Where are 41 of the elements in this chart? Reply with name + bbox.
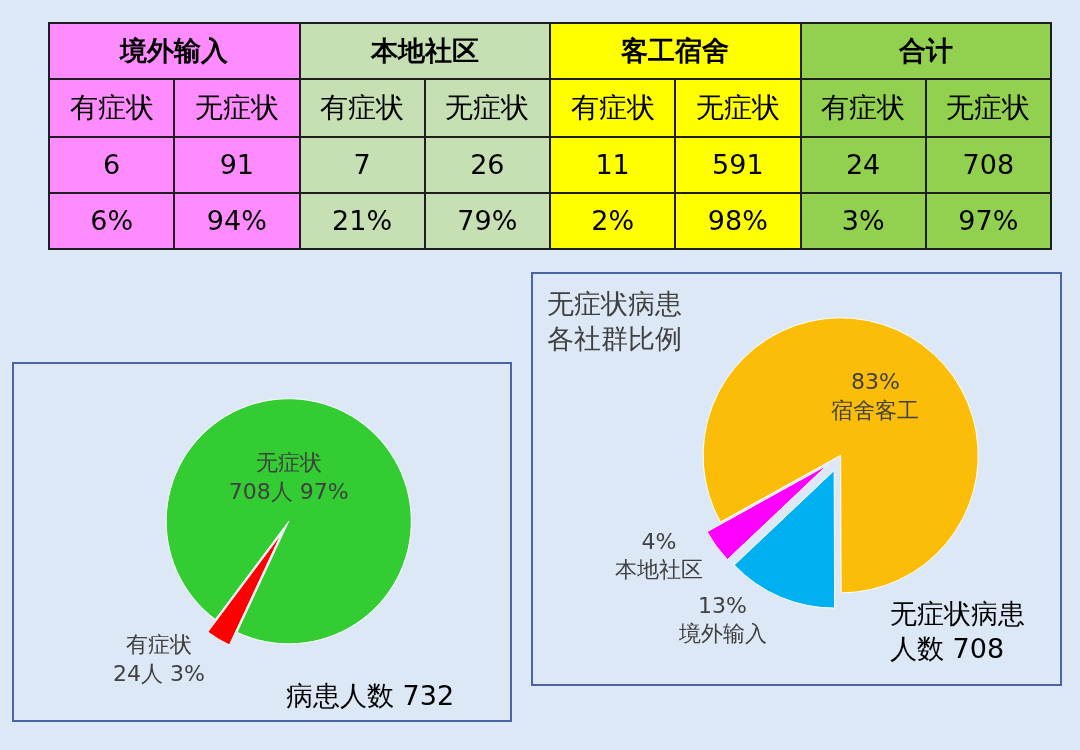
- slice-label: 本地社区: [614, 557, 703, 583]
- data-label: 2%: [550, 192, 676, 249]
- x-tick-label: 无症状: [675, 79, 801, 137]
- slice-label: 宿舍客工: [831, 397, 920, 423]
- text: 合计: [800, 23, 1051, 79]
- x-tick-label: 无症状: [925, 79, 1051, 137]
- x-tick-label: 有症状: [49, 79, 175, 137]
- data-label: 11: [550, 136, 676, 193]
- text: 客工宿舍: [550, 23, 801, 79]
- data-label: 3%: [800, 192, 926, 249]
- data-label: 591: [675, 136, 801, 193]
- text: 本地社区: [299, 23, 550, 79]
- chart-title: 无症状病患各社群比例: [547, 287, 683, 357]
- data-label: 6: [49, 136, 175, 193]
- data-label: 708人 97%: [228, 478, 349, 504]
- slice-label: 无症状: [255, 449, 322, 475]
- text: 境外输入: [49, 23, 300, 79]
- data-label: 7: [299, 136, 425, 193]
- x-tick-label: 有症状: [299, 79, 425, 137]
- data-label: 24: [800, 136, 926, 193]
- slice-label: 境外输入: [677, 621, 767, 647]
- x-tick-label: 无症状: [424, 79, 550, 137]
- data-label: 83%: [851, 369, 900, 395]
- data-label: 79%: [424, 192, 550, 249]
- data-label: 21%: [299, 192, 425, 249]
- data-label: 26: [424, 136, 550, 193]
- data-label: 97%: [925, 192, 1051, 249]
- data-label: 91: [174, 136, 300, 193]
- data-label: 6%: [49, 192, 175, 249]
- data-label: 98%: [675, 192, 801, 249]
- data-label: 13%: [698, 592, 748, 618]
- data-label: 708: [925, 136, 1051, 193]
- x-tick-label: 有症状: [550, 79, 676, 137]
- text: 无症状病患人数 708: [890, 597, 1026, 667]
- data-label: 94%: [174, 192, 300, 249]
- data-label: 4%: [641, 528, 677, 554]
- data-label: 24人 3%: [112, 660, 205, 686]
- text: 病患人数 732: [286, 679, 455, 713]
- x-tick-label: 有症状: [800, 79, 926, 137]
- slice-label: 有症状: [125, 632, 192, 657]
- x-tick-label: 无症状: [174, 79, 300, 137]
